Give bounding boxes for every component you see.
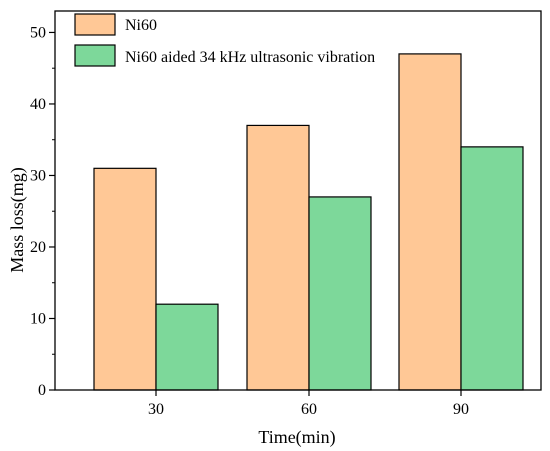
y-tick-label-10: 10 <box>30 310 46 327</box>
y-axis-title: Mass loss(mg) <box>7 167 28 273</box>
x-tick-label-30: 30 <box>148 401 164 418</box>
x-tick-label-90: 90 <box>453 401 469 418</box>
bar-ni60-30 <box>93 167 157 391</box>
y-tick-label-40: 40 <box>30 96 46 113</box>
bars-group <box>93 53 524 391</box>
bar-ultrasonic-60 <box>308 196 372 391</box>
legend-label-ultrasonic: Ni60 aided 34 kHz ultrasonic vibration <box>125 49 375 66</box>
y-tick-label-30: 30 <box>30 167 46 184</box>
legend-swatch-ultrasonic <box>74 44 116 67</box>
legend-label-ni60: Ni60 <box>125 17 157 34</box>
legend: Ni60 Ni60 aided 34 kHz ultrasonic vibrat… <box>74 13 375 67</box>
plot-frame <box>54 10 542 391</box>
bar-ni60-90 <box>398 53 462 391</box>
bar-ultrasonic-90 <box>460 146 524 391</box>
axes-group <box>54 10 542 391</box>
bar-ultrasonic-30 <box>155 303 219 391</box>
y-tick-label-0: 0 <box>38 382 46 399</box>
x-tick-label-60: 60 <box>301 401 317 418</box>
y-tick-label-50: 50 <box>30 24 46 41</box>
bar-ni60-60 <box>246 124 310 391</box>
legend-swatch-ni60 <box>74 13 116 36</box>
x-axis-title: Time(min) <box>258 427 335 448</box>
ticks-group: 0 10 20 30 40 50 30 60 90 <box>30 24 469 418</box>
y-tick-label-20: 20 <box>30 239 46 256</box>
